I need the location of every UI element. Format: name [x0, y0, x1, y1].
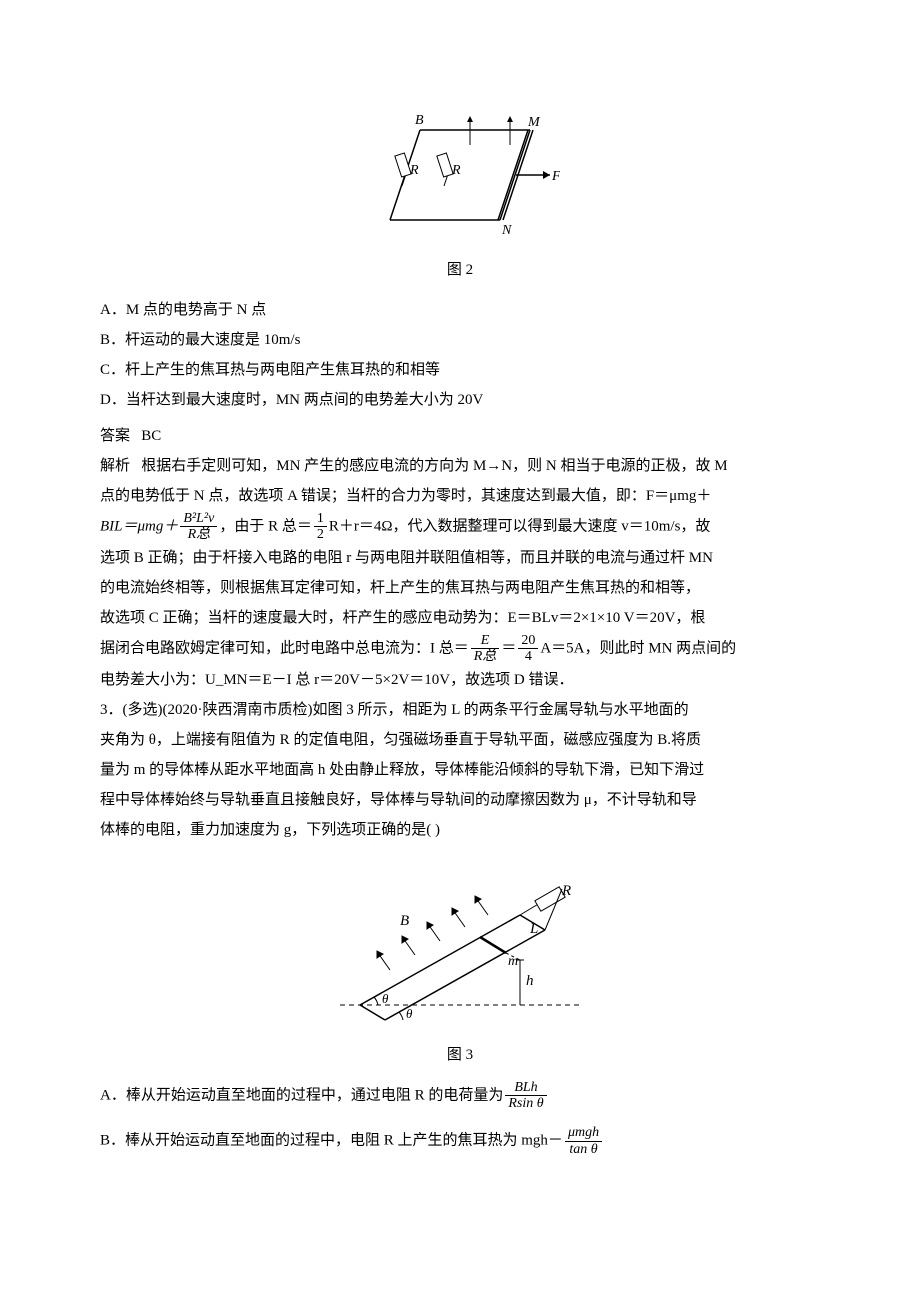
figure-3: θ B R L m h θ 图 3: [100, 855, 820, 1070]
q2-analysis-4: 故选项 C 正确；当杆的速度最大时，杆产生的感应电动势为：E＝BLv＝2×1×1…: [100, 603, 820, 633]
q2-frac-4: 204: [518, 633, 538, 665]
q3-optA-frac: BLhRsin θ: [505, 1080, 546, 1112]
q2-frac-2: 12: [314, 511, 327, 543]
figure-2: B M N F R R 图 2: [100, 110, 820, 285]
q2-analysis-1a: 根据右手定则可知，MN 产生的感应电流的方向为 M→N，则 N 相当于电源的正极…: [141, 458, 727, 474]
q2-analysis-frac-line: BIL＝μmg＋B²L²vR总，由于 R 总＝12R＋r＝4Ω，代入数据整理可以…: [100, 511, 820, 543]
q2-analysis-1: 解析 根据右手定则可知，MN 产生的感应电流的方向为 M→N，则 N 相当于电源…: [100, 451, 820, 481]
q3-stem-1: 3．(多选)(2020·陕西渭南市质检)如图 3 所示，相距为 L 的两条平行金…: [100, 695, 820, 725]
fig3-label-theta1: θ: [382, 991, 389, 1006]
q2-analysis-6: 电势差大小为：U_MN＝E－I 总 r＝20V－5×2V＝10V，故选项 D 错…: [100, 665, 820, 695]
q2-analysis-5a: 据闭合电路欧姆定律可知，此时电路中总电流为：I 总＝: [100, 640, 469, 656]
q2-bil: BIL＝μmg＋: [100, 518, 178, 534]
fig2-label-N: N: [501, 223, 512, 238]
fig3-label-R: R: [561, 883, 571, 899]
figure-3-caption: 图 3: [100, 1040, 820, 1070]
q2-analysis-1c: ，由于 R 总＝: [219, 518, 312, 534]
q2-analysis-1b: 点的电势低于 N 点，故选项 A 错误；当杆的合力为零时，其速度达到最大值，即：…: [100, 481, 820, 511]
figure-3-svg: θ B R L m h θ: [330, 855, 590, 1025]
q2-frac-1: B²L²vR总: [180, 511, 217, 543]
q2-analysis-label: 解析: [100, 458, 130, 474]
q3-optA-prefix: A．棒从开始运动直至地面的过程中，通过电阻 R 的电荷量为: [100, 1087, 503, 1103]
q2-option-a: A．M 点的电势高于 N 点: [100, 295, 820, 325]
q3-stem-4: 程中导体棒始终与导轨垂直且接触良好，导体棒与导轨间的动摩擦因数为 μ，不计导轨和…: [100, 785, 820, 815]
q2-answer-value: BC: [141, 428, 161, 444]
fig3-label-h: h: [526, 973, 534, 989]
fig2-label-B: B: [415, 113, 424, 128]
q2-analysis-2: 选项 B 正确；由于杆接入电路的电阻 r 与两电阻并联阻值相等，而且并联的电流与…: [100, 543, 820, 573]
q3-stem-3: 量为 m 的导体棒从距水平地面高 h 处由静止释放，导体棒能沿倾斜的导轨下滑，已…: [100, 755, 820, 785]
fig2-label-F: F: [551, 169, 560, 184]
fig3-label-theta2: θ: [406, 1006, 413, 1021]
q2-option-b: B．杆运动的最大速度是 10m/s: [100, 325, 820, 355]
fig2-label-R2: R: [451, 163, 461, 178]
q3-stem-2: 夹角为 θ，上端接有阻值为 R 的定值电阻，匀强磁场垂直于导轨平面，磁感应强度为…: [100, 725, 820, 755]
figure-2-svg: B M N F R R: [360, 110, 560, 240]
q3-stem-5: 体棒的电阻，重力加速度为 g，下列选项正确的是( ): [100, 815, 820, 845]
q3-optB-prefix: B．棒从开始运动直至地面的过程中，电阻 R 上产生的焦耳热为 mgh－: [100, 1133, 563, 1149]
q2-frac-3: ER总: [471, 633, 500, 665]
q2-option-d: D．当杆达到最大速度时，MN 两点间的电势差大小为 20V: [100, 385, 820, 415]
q2-answer-label: 答案: [100, 428, 130, 444]
q3-option-b: B．棒从开始运动直至地面的过程中，电阻 R 上产生的焦耳热为 mgh－μmght…: [100, 1125, 820, 1157]
q2-answer-row: 答案 BC: [100, 421, 820, 451]
q2-analysis-3: 的电流始终相等，则根据焦耳定律可知，杆上产生的焦耳热与两电阻产生焦耳热的和相等，: [100, 573, 820, 603]
fig3-label-m: m: [508, 954, 518, 969]
fig2-label-R1: R: [409, 163, 419, 178]
q3-option-a: A．棒从开始运动直至地面的过程中，通过电阻 R 的电荷量为BLhRsin θ: [100, 1080, 820, 1112]
q2-analysis-5: 据闭合电路欧姆定律可知，此时电路中总电流为：I 总＝ER总＝204A＝5A，则此…: [100, 633, 820, 665]
q2-analysis-5c: A＝5A，则此时 MN 两点间的: [540, 640, 736, 656]
q3-optB-frac: μmghtan θ: [565, 1125, 602, 1157]
fig3-label-B: B: [400, 913, 409, 929]
q2-analysis-5b: ＝: [501, 640, 516, 656]
q2-option-c: C．杆上产生的焦耳热与两电阻产生焦耳热的和相等: [100, 355, 820, 385]
fig2-label-M: M: [527, 115, 541, 130]
q2-analysis-1d: R＋r＝4Ω，代入数据整理可以得到最大速度 v＝10m/s，故: [329, 518, 711, 534]
fig3-label-L: L: [529, 921, 538, 937]
figure-2-caption: 图 2: [100, 255, 820, 285]
